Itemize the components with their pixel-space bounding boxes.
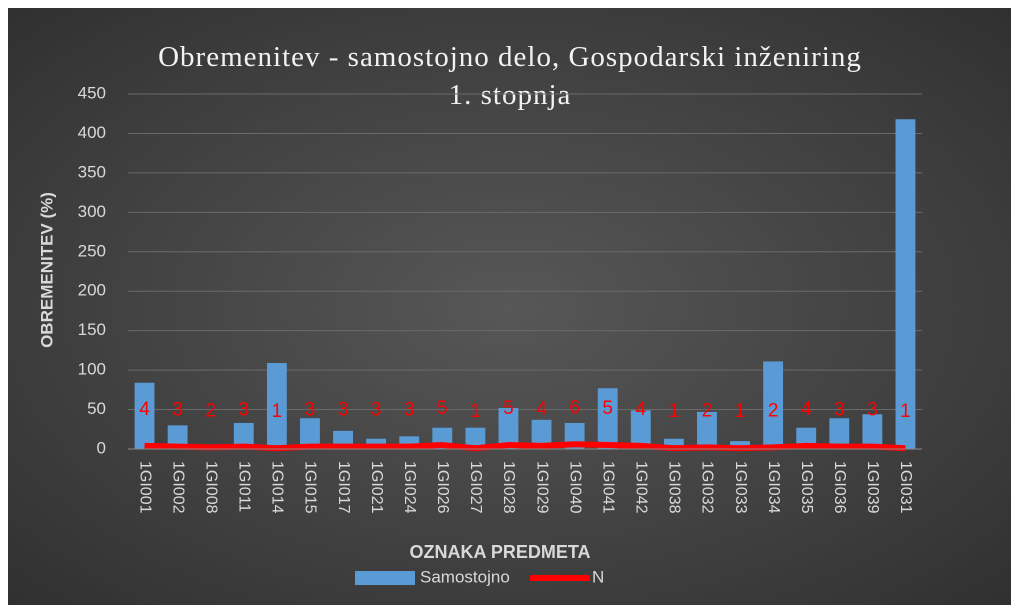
data-label: 4 [536,399,547,420]
data-label: 1 [470,401,481,422]
data-label: 3 [371,400,382,421]
data-label: 2 [702,400,713,421]
x-tick-label: 1GI014 [269,461,286,514]
data-label: 4 [636,399,647,420]
data-label: 2 [768,400,779,421]
bar [134,382,155,449]
legend-label: Samostojno [420,567,510,586]
x-tick-label: 1GI021 [368,461,385,514]
x-tick-label: 1GI008 [202,461,219,514]
data-label: 3 [404,400,415,421]
legend-swatch [355,571,415,585]
y-tick-label: 400 [78,123,106,142]
y-tick-label: 350 [78,162,106,181]
x-tick-label: 1GI027 [467,461,484,514]
data-label: 3 [867,400,878,421]
x-tick-label: 1GI028 [500,461,517,514]
x-tick-label: 1GI042 [633,461,650,514]
bar [663,438,684,449]
y-tick-label: 50 [87,399,106,418]
chart-area [8,8,1011,605]
x-tick-label: 1GI001 [136,461,153,514]
data-label: 4 [139,399,150,420]
legend-label: N [592,567,604,586]
y-tick-label: 200 [78,281,106,300]
bar [300,418,320,449]
y-tick-label: 250 [78,241,106,260]
data-label: 1 [735,401,746,422]
bar [829,418,850,449]
y-tick-label: 100 [78,360,106,379]
x-tick-label: 1GI040 [566,461,583,514]
data-label: 3 [834,400,845,421]
x-tick-label: 1GI029 [533,461,550,514]
data-label: 2 [205,400,216,421]
x-tick-label: 1GI039 [864,461,881,514]
y-tick-label: 0 [97,438,106,457]
x-tick-label: 1GI033 [732,461,749,514]
x-tick-label: 1GI036 [831,461,848,514]
data-label: 5 [503,398,514,419]
y-tick-label: 450 [78,83,106,102]
data-label: 1 [272,401,283,422]
data-label: 4 [801,399,812,420]
x-tick-label: 1GI026 [434,461,451,514]
bar [266,363,287,449]
bar [233,422,254,449]
x-tick-label: 1GI034 [765,461,782,514]
y-axis-title: OBREMENITEV (%) [37,192,56,348]
x-tick-label: 1GI038 [666,461,683,514]
x-tick-label: 1GI011 [236,461,253,512]
bar [763,361,784,449]
y-tick-label: 300 [78,202,106,221]
x-tick-label: 1GI031 [897,461,914,514]
bar [597,388,618,449]
x-tick-label: 1GI041 [599,461,616,514]
x-axis-title: OZNAKA PREDMETA [410,542,591,562]
data-label: 3 [172,400,183,421]
bar [630,410,651,449]
data-label: 5 [437,398,448,419]
bar [895,119,916,449]
x-tick-label: 1GI017 [335,461,352,514]
data-label: 3 [239,400,250,421]
data-label: 1 [900,401,911,422]
x-tick-label: 1GI002 [169,461,186,514]
data-label: 3 [338,400,349,421]
bar [697,411,717,449]
x-tick-label: 1GI024 [401,461,418,514]
chart-title: Obremenitev - samostojno delo, Gospodars… [158,41,862,111]
data-label: 3 [305,400,316,421]
data-label: 1 [669,401,680,422]
data-label: 5 [602,398,613,419]
bar [862,414,883,449]
x-tick-label: 1GI015 [302,461,319,514]
x-tick-label: 1GI032 [699,461,716,514]
x-tick-label: 1GI035 [798,461,815,514]
bar [531,419,552,449]
bar [167,425,188,449]
bar [498,407,519,449]
y-tick-label: 150 [78,320,106,339]
bar [730,441,750,449]
data-label: 6 [569,397,580,418]
bar [465,427,486,449]
line [144,441,906,452]
